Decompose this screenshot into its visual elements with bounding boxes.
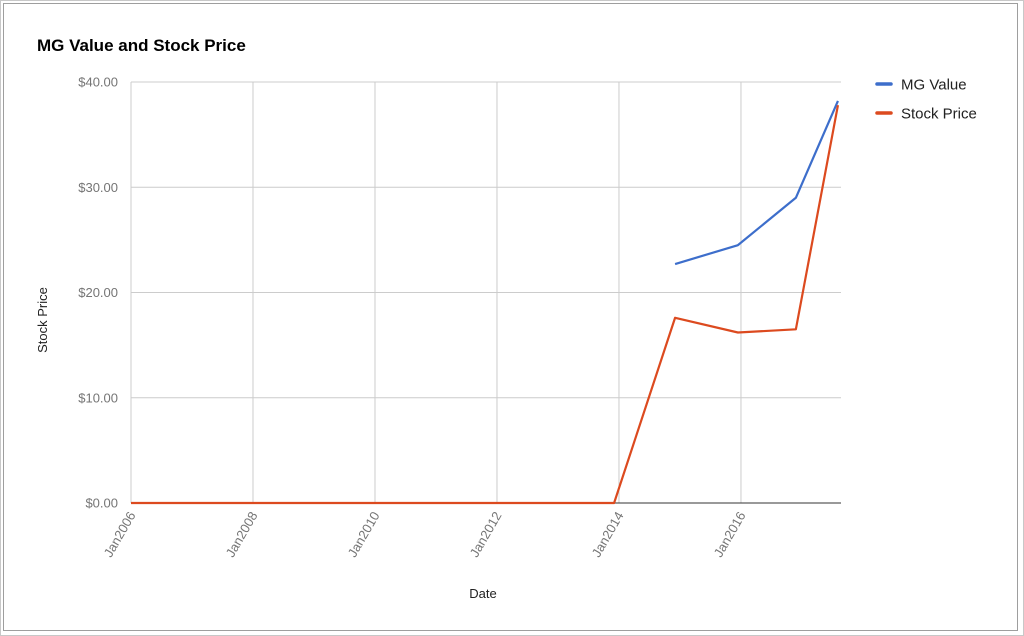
series-line <box>131 104 840 505</box>
y-axis-title: Stock Price <box>35 287 50 353</box>
y-tick-label: $40.00 <box>78 75 118 90</box>
y-tick-label: $20.00 <box>78 285 118 300</box>
y-tick-label: $0.00 <box>85 496 118 511</box>
plot-area <box>131 100 840 505</box>
legend-label: Stock Price <box>901 106 977 123</box>
legend-label: MG Value <box>901 77 967 94</box>
y-tick-label: $10.00 <box>78 390 118 405</box>
series-line <box>674 100 839 266</box>
x-axis-title: Date <box>469 586 496 601</box>
y-tick-label: $30.00 <box>78 180 118 195</box>
chart-border <box>3 3 1018 631</box>
chart-title: MG Value and Stock Price <box>37 36 246 55</box>
legend: MG Value Stock Price <box>875 77 977 123</box>
